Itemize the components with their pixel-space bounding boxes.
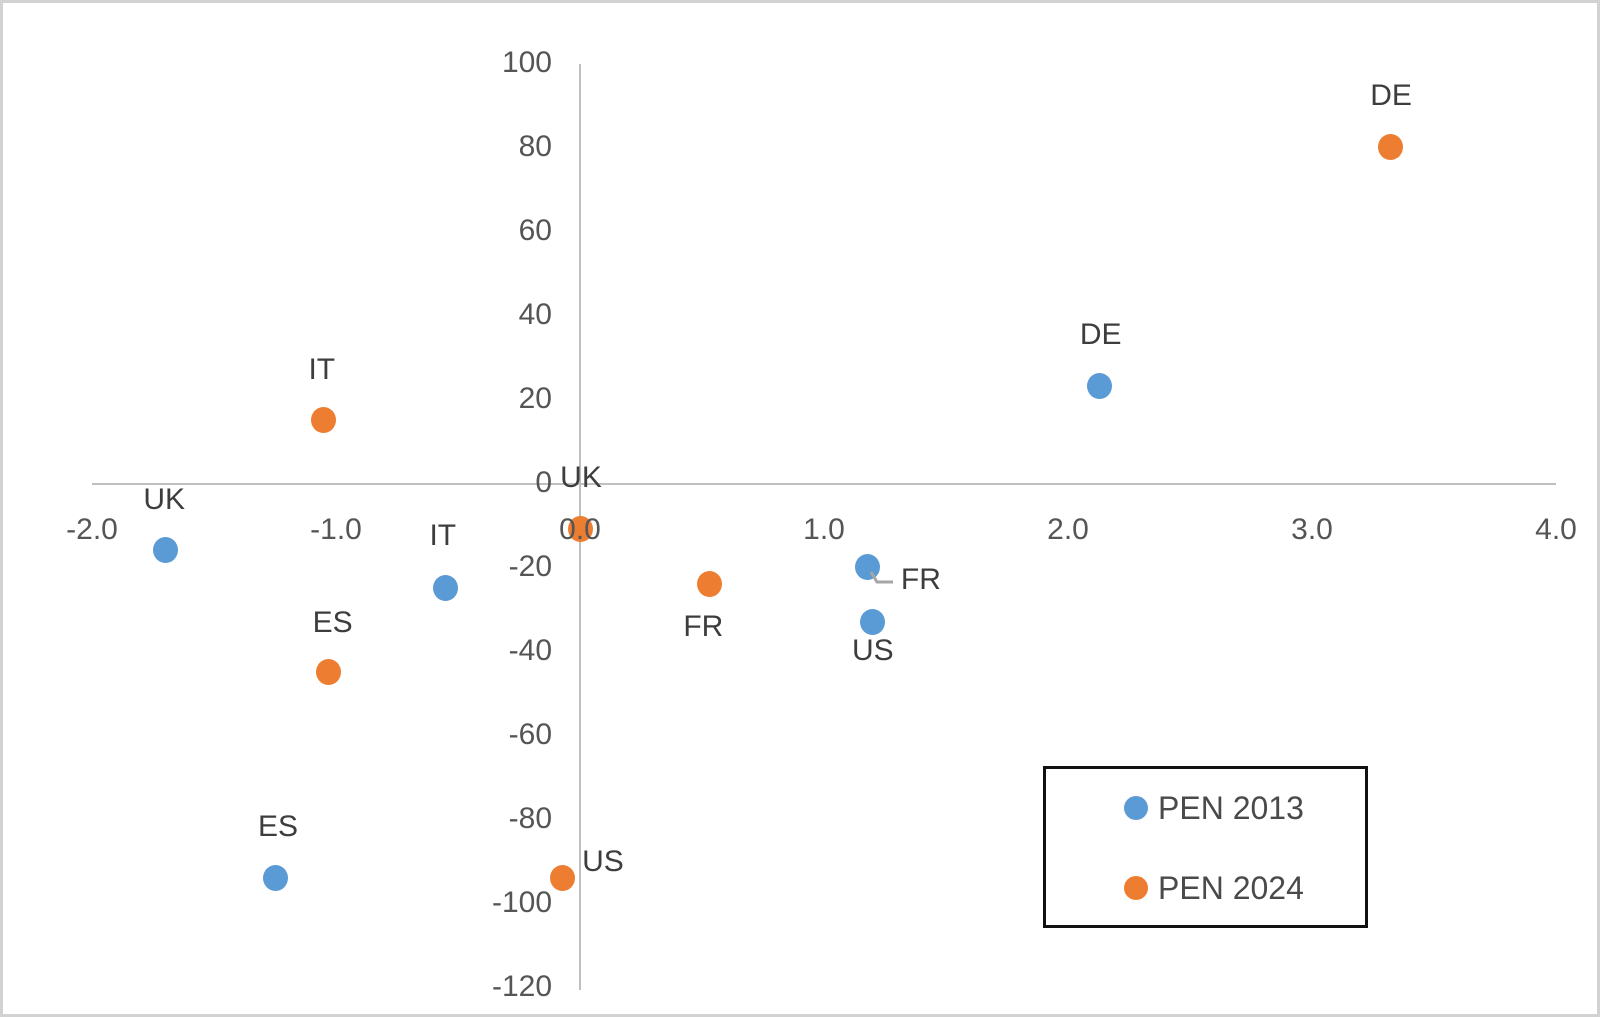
legend-box: PEN 2013 PEN 2024 xyxy=(1043,766,1368,928)
point-label-uk-pen-2024: UK xyxy=(560,461,602,495)
point-label-de-pen-2024: DE xyxy=(1370,79,1412,112)
point-it-pen-2013 xyxy=(433,575,459,601)
point-label-es-pen-2013: ES xyxy=(257,809,299,843)
legend-item-pen-2013: PEN 2013 xyxy=(1124,791,1304,825)
point-de-pen-2013 xyxy=(1087,373,1113,400)
x-axis-tick-label: -1.0 xyxy=(310,513,362,546)
x-axis-tick-label: 0.0 xyxy=(559,513,601,546)
point-it-pen-2024 xyxy=(311,407,337,433)
y-axis-tick-label: 60 xyxy=(518,214,552,247)
point-label-uk-pen-2013: UK xyxy=(143,483,186,517)
legend-label-pen-2024: PEN 2024 xyxy=(1158,870,1304,906)
point-label-es-pen-2024: ES xyxy=(312,606,353,639)
legend-marker-pen-2013-icon xyxy=(1124,796,1148,820)
point-label-fr-pen-2013: FR xyxy=(900,563,941,596)
x-axis-tick-label: 2.0 xyxy=(1047,513,1089,546)
y-axis-tick-label: -60 xyxy=(508,718,552,751)
point-label-de-pen-2013: DE xyxy=(1079,318,1122,352)
point-de-pen-2024 xyxy=(1377,134,1403,160)
point-label-it-pen-2024: IT xyxy=(308,353,336,386)
y-axis-tick-label: -80 xyxy=(508,802,552,835)
label-leader-line xyxy=(869,571,893,584)
point-label-us-pen-2013: US xyxy=(851,633,894,667)
y-axis-tick-label: 0 xyxy=(535,466,552,499)
x-axis-line xyxy=(92,483,1556,485)
point-uk-pen-2024 xyxy=(567,516,593,543)
legend-marker-pen-2024-icon xyxy=(1124,876,1148,900)
point-label-fr-pen-2024: FR xyxy=(683,609,724,643)
y-axis-tick-label: 40 xyxy=(518,298,552,331)
point-us-pen-2024 xyxy=(550,864,576,891)
y-axis-tick-label: -100 xyxy=(491,886,552,919)
x-axis-tick-label: 1.0 xyxy=(803,513,845,546)
y-axis-tick-label: -40 xyxy=(508,634,552,667)
legend-item-pen-2024: PEN 2024 xyxy=(1124,871,1304,905)
point-fr-pen-2024 xyxy=(696,570,722,597)
x-axis-tick-label: 3.0 xyxy=(1291,513,1333,546)
point-uk-pen-2013 xyxy=(152,537,178,564)
legend-label-pen-2013: PEN 2013 xyxy=(1158,790,1304,826)
point-es-pen-2024 xyxy=(316,659,342,685)
y-axis-tick-label: 20 xyxy=(518,382,552,415)
point-es-pen-2013 xyxy=(262,864,288,891)
y-axis-tick-label: 80 xyxy=(518,130,552,163)
x-axis-tick-label: -2.0 xyxy=(66,513,118,546)
y-axis-tick-label: 100 xyxy=(501,46,552,79)
point-label-it-pen-2013: IT xyxy=(429,519,457,552)
y-axis-tick-label: -20 xyxy=(508,550,552,583)
x-axis-tick-label: 4.0 xyxy=(1535,513,1577,546)
point-us-pen-2013 xyxy=(860,608,886,635)
point-fr-pen-2013 xyxy=(855,554,881,580)
point-label-us-pen-2024: US xyxy=(582,844,624,878)
y-axis-tick-label: -120 xyxy=(491,970,552,1003)
